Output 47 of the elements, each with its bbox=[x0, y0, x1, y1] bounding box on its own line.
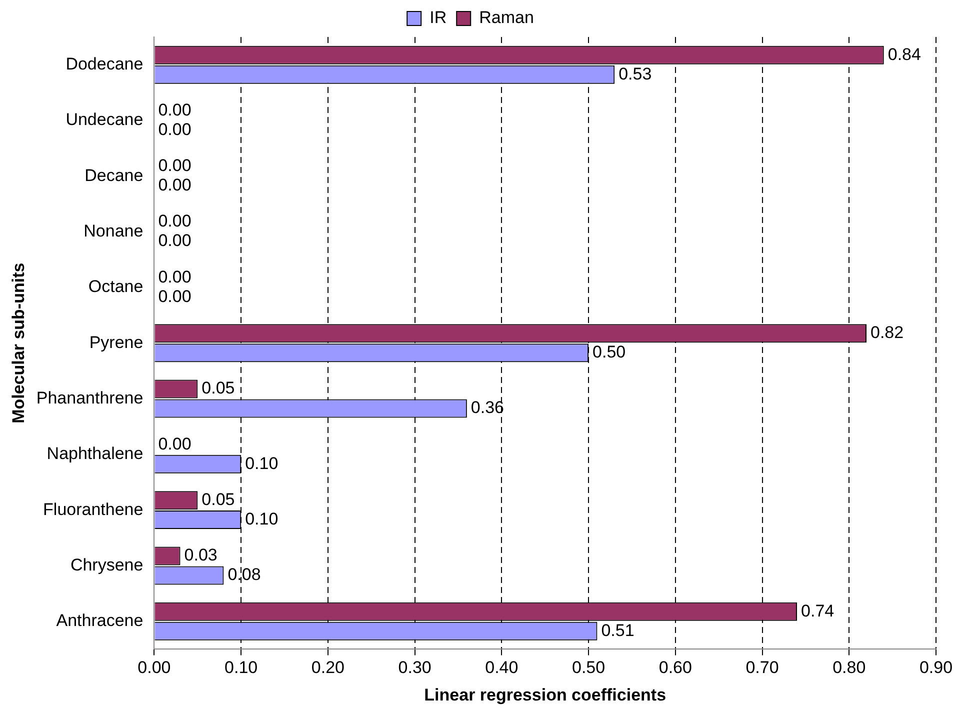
x-tick-label: 0.00 bbox=[138, 658, 171, 678]
y-tick-label: Octane bbox=[88, 277, 144, 296]
y-tick-label: Pyrene bbox=[89, 332, 144, 352]
x-axis-title: Linear regression coefficients bbox=[424, 685, 666, 704]
data-label: 0.00 bbox=[158, 212, 192, 231]
x-tick-label: 0.60 bbox=[658, 658, 692, 678]
data-label: 0.36 bbox=[470, 398, 504, 418]
data-label: 0.08 bbox=[228, 565, 261, 584]
data-label: 0.00 bbox=[158, 434, 192, 454]
data-label: 0.05 bbox=[202, 378, 235, 398]
data-label: 0.00 bbox=[158, 286, 192, 306]
data-label: 0.00 bbox=[158, 176, 192, 195]
data-label: 0.00 bbox=[158, 267, 192, 286]
data-label: 0.53 bbox=[618, 64, 652, 84]
data-label: 0.84 bbox=[888, 44, 921, 64]
data-label: 0.10 bbox=[245, 509, 278, 528]
x-tick-label: 0.30 bbox=[398, 658, 432, 678]
legend-label: IR bbox=[430, 8, 447, 28]
y-tick-label: Chrysene bbox=[70, 555, 144, 574]
y-tick-label: Naphthalene bbox=[46, 444, 144, 464]
data-label: 0.00 bbox=[158, 100, 192, 120]
data-label: 0.10 bbox=[245, 454, 278, 473]
x-tick-label: 0.90 bbox=[919, 658, 953, 678]
x-tick-label: 0.80 bbox=[832, 658, 866, 678]
data-label: 0.05 bbox=[202, 490, 235, 510]
x-tick-label: 0.70 bbox=[746, 658, 779, 678]
legend-label: Raman bbox=[479, 8, 534, 28]
y-axis-title: Molecular sub-units bbox=[8, 262, 28, 424]
data-label: 0.74 bbox=[801, 601, 834, 620]
data-label: 0.00 bbox=[158, 156, 192, 176]
y-tick-label: Anthracene bbox=[56, 611, 144, 630]
y-tick-label: Undecane bbox=[66, 110, 144, 130]
x-tick-label: 0.50 bbox=[572, 658, 606, 678]
y-tick-label: Phananthrene bbox=[36, 388, 144, 408]
data-label: 0.82 bbox=[870, 323, 904, 342]
y-tick-label: Nonane bbox=[84, 221, 144, 240]
x-tick-label: 0.20 bbox=[311, 658, 344, 678]
x-tick-label: 0.10 bbox=[224, 658, 258, 678]
data-label: 0.50 bbox=[592, 342, 626, 362]
y-tick-label: Dodecane bbox=[66, 54, 144, 74]
data-label: 0.03 bbox=[184, 546, 218, 565]
x-tick-label: 0.40 bbox=[485, 658, 518, 678]
data-label: 0.00 bbox=[158, 120, 192, 139]
data-label: 0.00 bbox=[158, 231, 192, 250]
data-label: 0.51 bbox=[601, 620, 634, 640]
y-tick-label: Decane bbox=[84, 166, 144, 185]
y-tick-label: Fluoranthene bbox=[43, 500, 144, 519]
